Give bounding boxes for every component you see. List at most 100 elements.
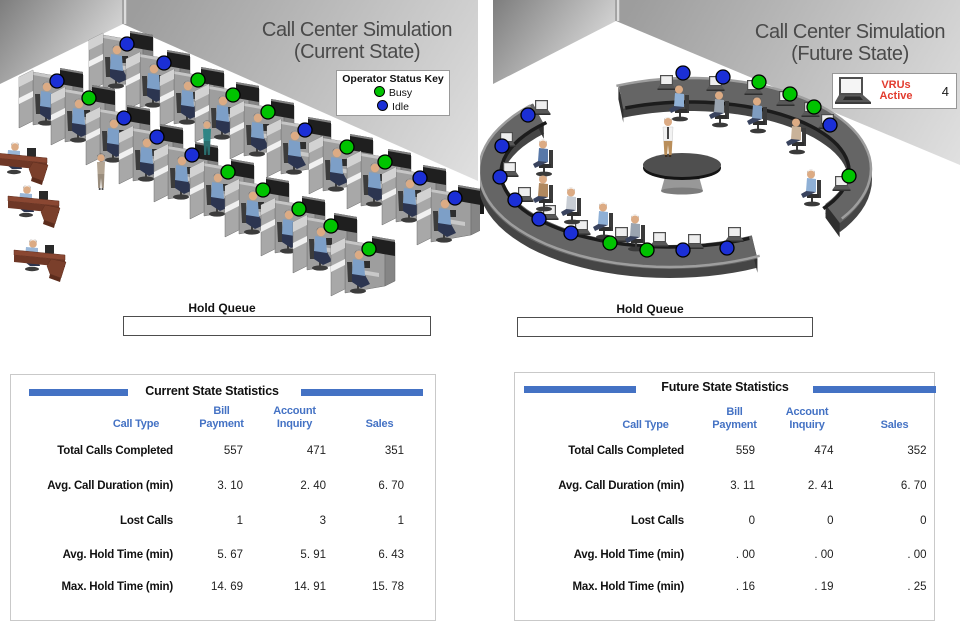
right-hold-queue-box: [517, 317, 813, 337]
status-dot-idle: [297, 122, 313, 138]
laptop-workstation: [532, 100, 551, 115]
status-dot-idle: [119, 36, 135, 52]
stat-value: . 25: [907, 581, 927, 593]
seated-operator: [747, 96, 767, 134]
status-dot-idle: [563, 225, 579, 241]
laptop-workstation: [650, 232, 669, 247]
standing-person: [97, 153, 105, 190]
right-panel-title-line1: Call Center Simulation: [754, 21, 946, 43]
stat-row-label: Avg. Hold Time (min): [62, 549, 174, 561]
stat-value: 352: [907, 445, 927, 457]
cubicle-workstation: [50, 85, 116, 146]
status-dot-busy: [190, 72, 206, 88]
status-dot-busy: [323, 218, 339, 234]
vrus-active-value: 4: [941, 83, 949, 99]
stat-row-label: Max. Hold Time (min): [572, 581, 685, 593]
stat-value: 0: [827, 514, 834, 527]
stat-row-label: Lost Calls: [631, 514, 684, 527]
column-header: Account: [273, 405, 316, 417]
room-left-wall: [493, 0, 616, 84]
laptop-icon: [835, 77, 871, 104]
stat-value: 5. 91: [300, 549, 326, 561]
seated-operator: [533, 174, 553, 212]
cubicle-workstation: [159, 67, 225, 128]
column-header: Payment: [712, 419, 757, 431]
stat-value: 0: [920, 514, 927, 527]
status-dot-busy: [220, 164, 236, 180]
stat-value: 6. 70: [900, 479, 927, 492]
status-dot-busy: [806, 99, 822, 115]
stat-value: . 00: [907, 549, 927, 561]
stats-title-bar: [813, 386, 936, 393]
stat-value: 351: [384, 445, 404, 457]
left-panel-title-line2: (Current State): [293, 41, 421, 63]
column-header: Payment: [199, 418, 244, 430]
left-hold-queue-label: Hold Queue: [188, 301, 256, 315]
seated-operator: [593, 202, 613, 240]
status-dot-idle: [675, 242, 691, 258]
column-header: Sales: [880, 419, 909, 431]
left-hold-queue-box: [123, 316, 431, 336]
presenter-person: [662, 117, 674, 157]
status-dot-idle: [49, 73, 65, 89]
vrus-active-label: VRUs Active: [870, 78, 922, 103]
column-header: Inquiry: [276, 418, 313, 430]
reception-desk: [13, 239, 67, 282]
stat-row-label: Total Calls Completed: [568, 445, 684, 457]
stat-value: . 19: [814, 581, 834, 593]
status-dot-busy: [841, 168, 857, 184]
legend-item-idle: Idle: [337, 100, 449, 113]
stat-row-label: Max. Hold Time (min): [61, 581, 174, 593]
operator-status-key-legend: Operator Status Key Busy Idle: [336, 70, 450, 116]
legend-idle-label: Idle: [392, 101, 409, 113]
status-dot-busy: [751, 74, 767, 90]
status-dot-idle: [149, 129, 165, 145]
laptop-workstation: [725, 227, 744, 242]
left-panel-title-line1: Call Center Simulation: [261, 19, 453, 41]
stats-table-title: Current State Statistics: [145, 383, 279, 398]
status-dot-idle: [675, 65, 691, 81]
column-header: Inquiry: [789, 419, 825, 431]
vrus-label-line2: Active: [879, 90, 913, 102]
vrus-label-line1: VRUs: [881, 78, 911, 91]
right-panel-title: Call Center Simulation (Future State): [730, 21, 960, 65]
stat-row-label: Avg. Call Duration (min): [558, 479, 684, 492]
right-panel-title-line2: (Future State): [791, 43, 909, 65]
status-dot-busy: [81, 90, 97, 106]
seated-operator: [709, 90, 729, 128]
stat-row-label: Total Calls Completed: [57, 445, 173, 457]
column-header-call-type: Call Type: [622, 419, 669, 431]
status-dot-idle: [116, 110, 132, 126]
stats-title-bar: [301, 389, 423, 396]
stats-title-bar: [29, 389, 128, 396]
left-panel-title: Call Center Simulation (Current State): [237, 19, 477, 63]
column-header: Account: [785, 406, 829, 418]
stat-row-label: Lost Calls: [120, 514, 173, 527]
stat-value: 474: [814, 445, 834, 457]
reception-desk: [7, 185, 61, 228]
reception-desk: [0, 142, 49, 185]
stat-value: 6. 70: [378, 479, 404, 492]
column-header: Bill: [726, 406, 743, 418]
column-header-call-type: Call Type: [112, 418, 160, 430]
status-dot-idle: [719, 240, 735, 256]
stat-value: 6. 43: [378, 549, 404, 561]
stat-value: 5. 67: [217, 549, 243, 561]
column-header: Sales: [365, 418, 394, 430]
stat-value: 15. 78: [372, 581, 404, 593]
status-dot-busy: [339, 139, 355, 155]
busy-status-dot-icon: [373, 86, 385, 97]
stat-value: 3. 10: [217, 479, 243, 492]
status-dot-busy: [602, 235, 618, 251]
status-dot-busy: [260, 104, 276, 120]
status-dot-idle: [507, 192, 523, 208]
status-dot-idle: [447, 190, 463, 206]
status-dot-busy: [361, 241, 377, 257]
stat-row-label: Avg. Hold Time (min): [573, 549, 685, 561]
status-dot-busy: [255, 182, 271, 198]
current-state-statistics-table: Current State Statistics Call Type Bill Pay…: [10, 374, 436, 621]
stat-value: 3. 11: [730, 479, 755, 492]
laptop-workstation: [685, 234, 704, 249]
status-dot-idle: [184, 147, 200, 163]
